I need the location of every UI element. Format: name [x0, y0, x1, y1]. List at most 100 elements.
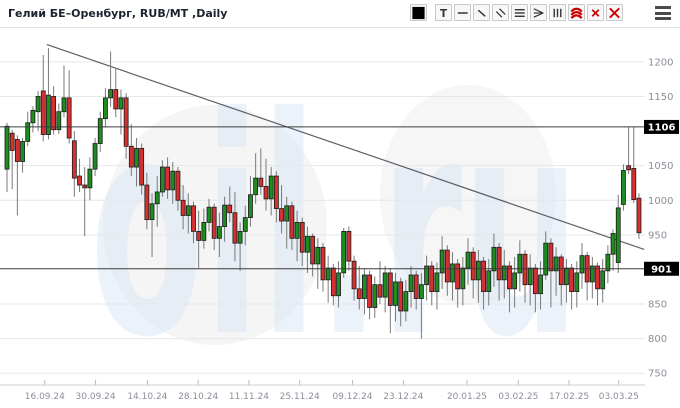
candle [242, 205, 248, 246]
candle [25, 111, 31, 147]
hline-icon [457, 11, 468, 14]
candle [393, 272, 398, 322]
fan-icon [533, 7, 544, 18]
date-tick-label: 16.09.24 [25, 392, 65, 402]
watermark: oil.ru [90, 54, 580, 403]
candle [175, 167, 181, 211]
candle [621, 164, 626, 211]
candle [201, 208, 207, 249]
candle [279, 185, 284, 234]
date-tick-label: 09.12.24 [332, 392, 372, 402]
candle [284, 196, 290, 249]
price-line-label: 901 [651, 264, 672, 275]
trend-line[interactable] [46, 44, 645, 250]
candle [237, 222, 243, 271]
candle [501, 250, 507, 299]
candle [584, 252, 590, 301]
candle [595, 262, 600, 306]
date-tick-label: 17.02.25 [549, 392, 589, 402]
candle [289, 201, 295, 251]
candle [450, 252, 455, 301]
candle [631, 126, 637, 204]
candle [605, 245, 611, 284]
price-line[interactable]: 901 [0, 261, 679, 276]
candle [579, 243, 585, 289]
candle [248, 176, 253, 227]
candle [263, 158, 269, 211]
candle [418, 272, 424, 339]
candle [123, 93, 129, 159]
header-divider [0, 27, 680, 28]
svg-text:T: T [440, 7, 447, 19]
chart-title: Гелий БЕ–Оренбург, RUB/MT ,Daily [8, 7, 228, 20]
vertical-lines-tool-button[interactable] [549, 4, 566, 21]
chart-menu-button[interactable] [655, 6, 671, 20]
candle [434, 262, 440, 310]
diagonal2-icon [495, 7, 506, 18]
candle [9, 129, 15, 190]
candle [600, 259, 606, 303]
trendline-tool-button[interactable] [473, 4, 490, 21]
horizontal-line-tool-button[interactable] [454, 4, 471, 21]
candle [170, 162, 176, 204]
candle [444, 245, 450, 296]
candle [294, 210, 300, 262]
candle [211, 203, 217, 251]
date-tick-label: 23.12.24 [383, 392, 423, 402]
diagonal-icon [477, 9, 486, 17]
price-line[interactable]: 1106 [0, 119, 679, 134]
date-tick-label: 30.09.24 [76, 392, 116, 402]
candle [424, 255, 429, 301]
fib-retracement-tool-button[interactable] [511, 4, 528, 21]
price-tick-label: 1200 [648, 57, 673, 68]
candle [532, 263, 538, 313]
date-tick-label: 03.03.25 [599, 392, 639, 402]
hamburger-icon [655, 6, 671, 9]
delete-all-tool-button[interactable] [606, 4, 623, 21]
price-line-label: 1106 [648, 122, 676, 133]
parallel-channel-tool-button[interactable] [492, 4, 509, 21]
candle [522, 250, 528, 303]
candle [139, 143, 145, 195]
candle [180, 185, 186, 230]
price-tick-label: 950 [648, 230, 667, 241]
price-tick-label: 1150 [648, 92, 673, 103]
text-tool-button[interactable]: T [435, 4, 452, 21]
candle [372, 276, 378, 318]
color-swatch-button[interactable] [410, 4, 427, 21]
date-tick-label: 11.11.24 [229, 392, 269, 402]
candle [460, 257, 466, 306]
candle [227, 186, 233, 223]
candle [325, 255, 331, 303]
candle [553, 247, 559, 296]
candle [491, 233, 497, 287]
candle [615, 194, 621, 273]
hlines3-icon [514, 8, 525, 17]
date-tick-label: 25.11.24 [280, 392, 320, 402]
candle [128, 124, 134, 177]
candle [305, 226, 310, 273]
cross-large-icon [609, 7, 620, 18]
candle [315, 238, 321, 289]
candle [486, 259, 492, 306]
fib-fan-tool-button[interactable] [530, 4, 547, 21]
candle [92, 138, 98, 177]
candle [40, 54, 46, 142]
price-tick-label: 1050 [648, 161, 673, 172]
fib-arcs-tool-button[interactable] [568, 4, 585, 21]
candle [341, 227, 347, 278]
candle [465, 238, 471, 285]
candle [268, 167, 274, 216]
candle [543, 231, 549, 280]
candle [413, 270, 419, 310]
candle [159, 160, 165, 197]
delete-line-tool-button[interactable] [587, 4, 604, 21]
candle [408, 266, 414, 308]
candle [154, 176, 160, 227]
candle [470, 247, 476, 299]
arcs-icon [570, 7, 583, 19]
candle [455, 259, 461, 308]
candle [398, 277, 404, 327]
candle [273, 171, 279, 223]
